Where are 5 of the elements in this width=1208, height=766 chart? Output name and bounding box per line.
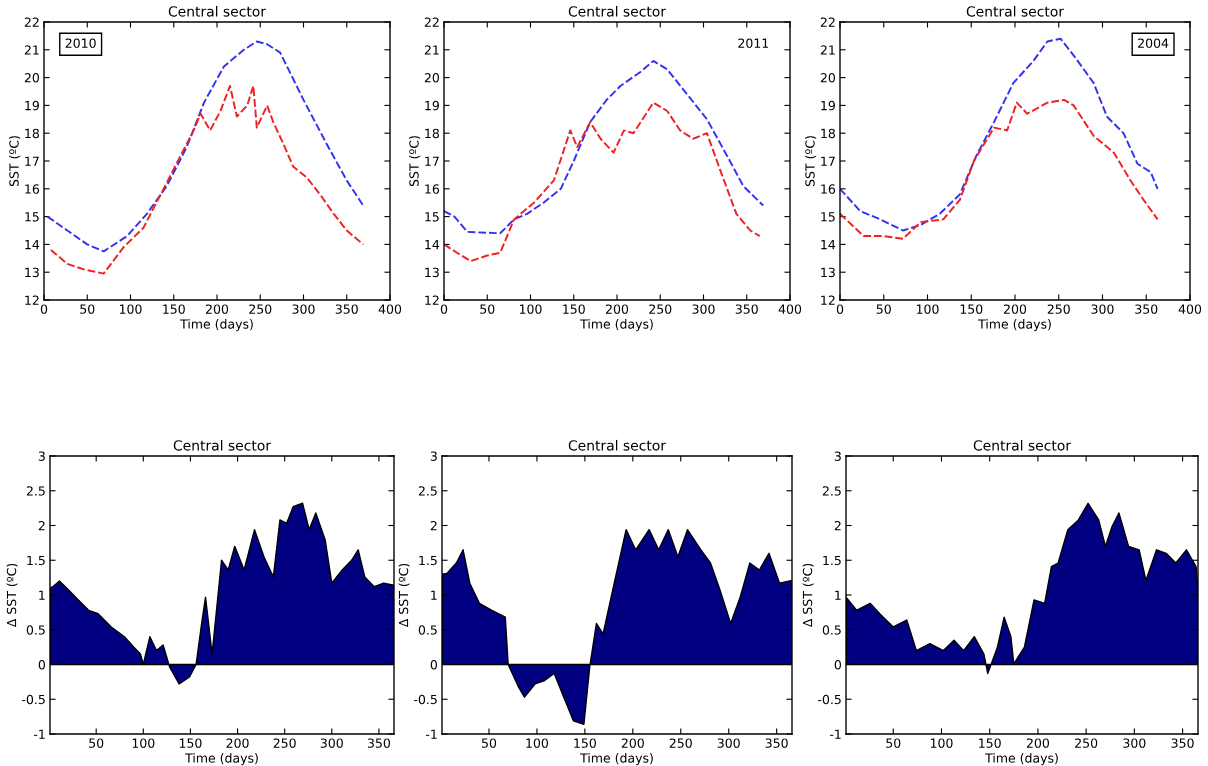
line-series [46, 40, 365, 253]
line-series [49, 84, 365, 275]
line-series [444, 59, 765, 235]
line-series [840, 98, 1159, 240]
line-series [444, 101, 761, 263]
